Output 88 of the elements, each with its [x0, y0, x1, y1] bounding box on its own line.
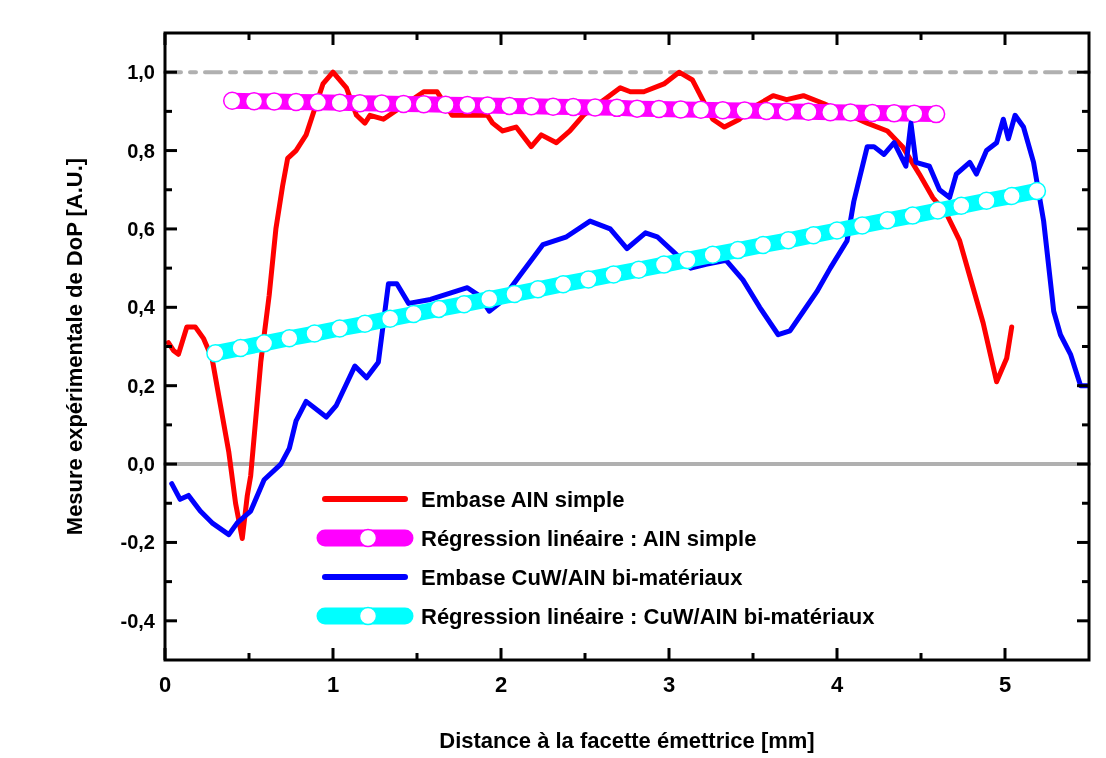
point	[305, 324, 324, 343]
point	[827, 221, 847, 240]
point	[454, 294, 474, 314]
point	[757, 101, 776, 121]
point	[521, 97, 541, 116]
point	[604, 265, 623, 284]
point	[1002, 186, 1021, 206]
point	[458, 95, 477, 115]
point	[436, 95, 455, 114]
point	[553, 274, 573, 294]
point	[206, 343, 225, 363]
point	[280, 329, 299, 348]
point	[607, 98, 627, 118]
point	[779, 231, 798, 250]
y-tick-label: 0,0	[127, 453, 155, 476]
point	[330, 319, 349, 338]
point	[952, 196, 971, 216]
x-tick-label: 5	[998, 672, 1012, 697]
point	[528, 280, 548, 299]
point	[543, 97, 563, 116]
point	[654, 255, 674, 274]
point	[678, 250, 697, 270]
legend-label: Embase AIN simple	[421, 487, 625, 512]
point	[505, 284, 524, 304]
x-tick-label: 2	[494, 672, 508, 697]
y-tick-label: 0,2	[127, 374, 155, 397]
x-tick-label: 1	[326, 672, 340, 697]
point	[350, 93, 370, 113]
x-tick-label: 0	[158, 672, 172, 697]
point	[878, 211, 897, 230]
point	[264, 92, 284, 111]
y-axis-title: Mesure expérimentale de DoP [A.U.]	[62, 157, 87, 536]
point	[231, 338, 250, 358]
point	[884, 104, 904, 123]
x-tick-label: 3	[662, 672, 676, 697]
legend-label: Embase CuW/AIN bi-matériaux	[421, 565, 744, 590]
point	[926, 104, 946, 124]
point	[627, 99, 647, 118]
point	[852, 216, 872, 235]
point	[928, 201, 948, 220]
legend-label: Régression linéaire : AIN simple	[421, 526, 757, 551]
point	[728, 240, 748, 260]
point	[222, 91, 242, 111]
point	[799, 102, 818, 122]
point	[394, 94, 413, 114]
point	[563, 97, 583, 117]
point	[414, 95, 433, 114]
point	[804, 225, 823, 245]
point	[372, 94, 391, 113]
point	[713, 100, 733, 120]
point	[863, 103, 882, 123]
point	[903, 206, 922, 225]
point	[380, 309, 400, 328]
point	[579, 270, 598, 289]
point	[286, 92, 306, 112]
point	[703, 245, 722, 265]
point	[355, 314, 375, 334]
y-tick-label: 0,8	[127, 139, 155, 162]
y-tick-label: -0,4	[120, 609, 156, 632]
x-axis-title: Distance à la facette émettrice [mm]	[439, 728, 815, 753]
point	[671, 100, 691, 119]
point	[649, 99, 669, 119]
point	[478, 96, 497, 115]
point	[821, 102, 840, 122]
point	[585, 98, 605, 117]
point	[244, 91, 264, 111]
y-tick-label: 1,0	[127, 61, 155, 84]
point	[905, 104, 924, 123]
y-tick-label: -0,2	[120, 531, 155, 554]
legend-label: Régression linéaire : CuW/AIN bi-matériaux	[421, 604, 876, 629]
x-tick-label: 4	[830, 672, 844, 697]
point	[841, 103, 860, 122]
point	[777, 102, 796, 121]
point	[629, 260, 649, 279]
point	[254, 334, 274, 353]
point	[753, 235, 773, 255]
point	[308, 93, 328, 112]
y-tick-label: 0,4	[127, 296, 156, 319]
point	[691, 100, 711, 120]
point	[735, 101, 754, 120]
y-tick-label: 0,6	[127, 217, 155, 240]
point	[429, 299, 449, 319]
point	[1027, 181, 1047, 201]
point	[977, 191, 996, 210]
point	[500, 96, 519, 116]
point	[479, 289, 499, 309]
point	[404, 304, 423, 324]
point	[330, 93, 349, 112]
